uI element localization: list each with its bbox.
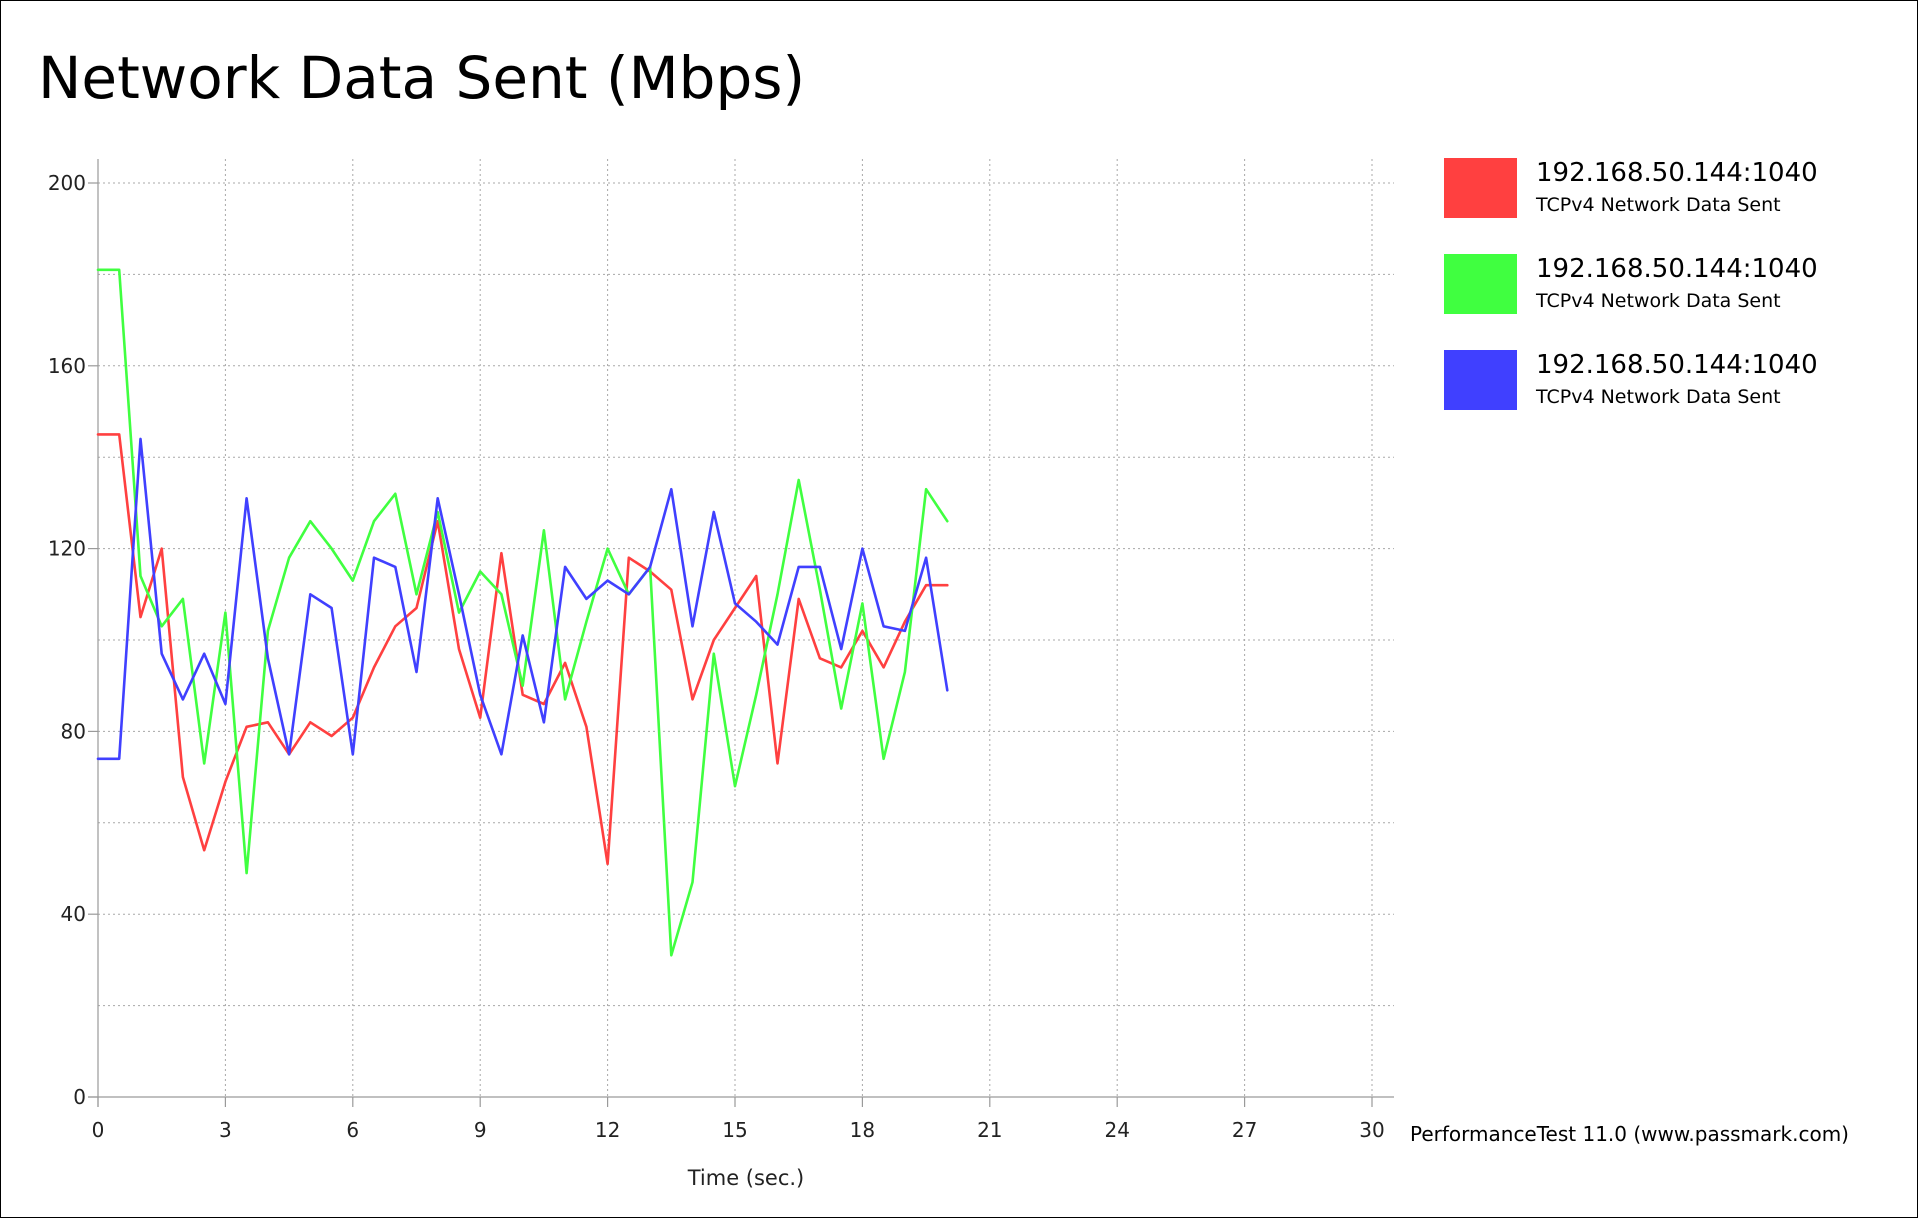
y-tick-label: 0: [73, 1085, 86, 1109]
series-line-3: [96, 437, 949, 761]
grid-lines: [88, 159, 1394, 1107]
x-tick-label: 15: [722, 1118, 747, 1142]
y-tick-label: 40: [61, 902, 86, 926]
y-tick-label: 120: [48, 537, 86, 561]
x-tick-label: 18: [850, 1118, 875, 1142]
x-tick-label: 27: [1232, 1118, 1257, 1142]
series-line-1: [96, 433, 949, 866]
x-tick-label: 24: [1104, 1118, 1129, 1142]
x-tick-label: 0: [92, 1118, 105, 1142]
x-tick-label: 12: [595, 1118, 620, 1142]
legend-series-description: TCPv4 Network Data Sent: [1536, 386, 1781, 408]
x-tick-label: 3: [219, 1118, 232, 1142]
legend-swatch-red: [1444, 158, 1517, 218]
legend-series-description: TCPv4 Network Data Sent: [1536, 290, 1781, 312]
x-tick-label: 30: [1359, 1118, 1384, 1142]
series-line-2: [96, 268, 949, 957]
legend-series-name: 192.168.50.144:1040: [1536, 158, 1818, 188]
series-lines: [96, 268, 949, 957]
y-tick-label: 200: [48, 171, 86, 195]
credit-text: PerformanceTest 11.0 (www.passmark.com): [1410, 1122, 1849, 1146]
chart-title: Network Data Sent (Mbps): [38, 44, 806, 112]
axis-tick-labels: 0 40 80 120 160 200 0 3 6 9 12 15 18 21 24 27 30: [48, 171, 1385, 1142]
legend-swatch-green: [1444, 254, 1517, 314]
legend-series-name: 192.168.50.144:1040: [1536, 350, 1818, 380]
legend-swatch-blue: [1444, 350, 1517, 410]
x-tick-label: 21: [977, 1118, 1002, 1142]
legend-series-description: TCPv4 Network Data Sent: [1536, 194, 1781, 216]
legend-series-name: 192.168.50.144:1040: [1536, 254, 1818, 284]
x-tick-label: 9: [474, 1118, 487, 1142]
x-tick-label: 6: [346, 1118, 359, 1142]
y-tick-label: 80: [61, 719, 86, 743]
y-tick-label: 160: [48, 354, 86, 378]
x-axis-title: Time (sec.): [687, 1166, 805, 1190]
